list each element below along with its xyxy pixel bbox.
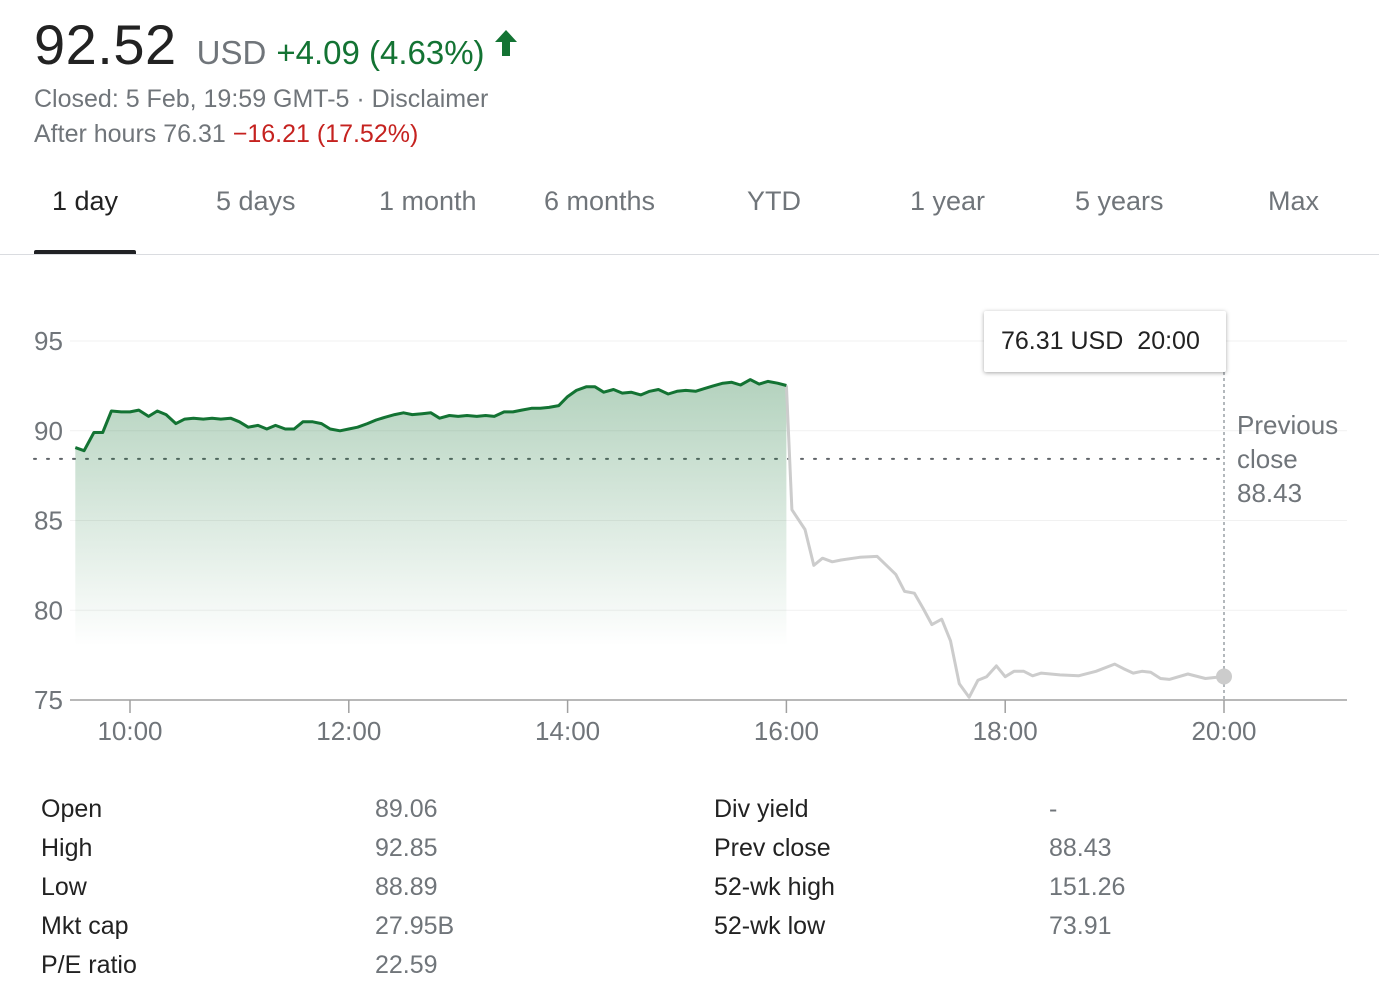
y-tick-label: 95 bbox=[34, 326, 63, 356]
previous-close-label-2: close bbox=[1237, 444, 1298, 474]
stat-row-52wk-high: 52-wk high 151.26 bbox=[714, 868, 1174, 907]
x-tick-label: 10:00 bbox=[97, 716, 162, 746]
chart-tooltip: 76.31 USD 20:00 bbox=[984, 311, 1226, 372]
tab-1-day[interactable]: 1 day bbox=[52, 186, 119, 216]
chart-series bbox=[74, 372, 1232, 700]
quote-header: 92.52 USD +4.09 (4.63%) Closed: 5 Feb, 1… bbox=[34, 12, 519, 149]
stat-row-div-yield: Div yield - bbox=[714, 790, 1174, 829]
y-tick-label: 85 bbox=[34, 506, 63, 536]
currency-label: USD bbox=[196, 34, 267, 71]
stat-row-pe-ratio: P/E ratio 22.59 bbox=[41, 946, 501, 985]
after-hours-row: After hours 76.31 −16.21 (17.52%) bbox=[34, 120, 519, 149]
stat-value: 27.95B bbox=[375, 912, 455, 940]
separator-dot: · bbox=[349, 85, 372, 113]
range-tabs: 1 day 5 days 1 month 6 months YTD 1 year… bbox=[0, 172, 1379, 255]
regular-session-line bbox=[74, 378, 787, 453]
stat-label: Open bbox=[41, 795, 103, 823]
x-axis: 10:00 12:00 14:00 16:00 18:00 20:00 bbox=[70, 699, 1347, 746]
stat-value: - bbox=[1049, 795, 1058, 823]
y-tick-label: 90 bbox=[34, 416, 63, 446]
x-tick-label: 20:00 bbox=[1191, 716, 1256, 746]
stat-label: Prev close bbox=[714, 834, 831, 862]
stat-value: 73.91 bbox=[1049, 912, 1112, 940]
x-tick-label: 14:00 bbox=[535, 716, 600, 746]
previous-close-label: Previous bbox=[1237, 410, 1338, 440]
stat-value: 89.06 bbox=[375, 795, 438, 823]
stat-row-high: High 92.85 bbox=[41, 829, 501, 868]
after-hours-line bbox=[784, 385, 1225, 699]
price-chart[interactable]: 95 90 85 80 75 10:00 12:00 14:00 16:00 18:00 20:0… bbox=[0, 290, 1379, 760]
stat-row-open: Open 89.06 bbox=[41, 790, 501, 829]
tab-ytd[interactable]: YTD bbox=[747, 186, 801, 216]
stat-label: 52-wk low bbox=[714, 912, 826, 940]
stats-right: Div yield - Prev close 88.43 52-wk high 151… bbox=[714, 790, 1174, 946]
previous-close-value: 88.43 bbox=[1237, 478, 1302, 508]
tab-1-month[interactable]: 1 month bbox=[379, 186, 477, 216]
stat-value: 92.85 bbox=[375, 834, 438, 862]
tab-6-months[interactable]: 6 months bbox=[544, 186, 656, 216]
stat-label: 52-wk high bbox=[714, 873, 835, 901]
x-tick-label: 12:00 bbox=[316, 716, 381, 746]
active-tab-indicator bbox=[34, 250, 136, 254]
price-change: +4.09 (4.63%) bbox=[276, 34, 485, 71]
market-status: Closed: 5 Feb, 19:59 GMT-5 · Disclaimer bbox=[34, 85, 519, 114]
hover-point bbox=[1216, 668, 1232, 685]
stat-value: 22.59 bbox=[375, 951, 438, 979]
price-row: 92.52 USD +4.09 (4.63%) bbox=[34, 12, 519, 77]
tooltip-time: 20:00 bbox=[1137, 327, 1200, 355]
stat-row-52wk-low: 52-wk low 73.91 bbox=[714, 907, 1174, 946]
y-axis-labels: 95 90 85 80 75 bbox=[34, 326, 63, 715]
stat-row-prev-close: Prev close 88.43 bbox=[714, 829, 1174, 868]
current-price: 92.52 bbox=[34, 13, 177, 76]
stat-value: 151.26 bbox=[1049, 873, 1126, 901]
disclaimer-link[interactable]: Disclaimer bbox=[371, 85, 489, 113]
tab-5-days[interactable]: 5 days bbox=[216, 186, 296, 216]
y-tick-label: 80 bbox=[34, 595, 63, 625]
stat-row-mkt-cap: Mkt cap 27.95B bbox=[41, 907, 501, 946]
stat-row-low: Low 88.89 bbox=[41, 868, 501, 907]
stat-label: P/E ratio bbox=[41, 951, 137, 979]
tab-1-year[interactable]: 1 year bbox=[910, 186, 986, 216]
regular-session-area bbox=[75, 379, 787, 647]
x-tick-label: 16:00 bbox=[754, 716, 819, 746]
close-status-text: Closed: 5 Feb, 19:59 GMT-5 bbox=[34, 85, 350, 113]
x-tick-label: 18:00 bbox=[973, 716, 1038, 746]
arrow-up-icon bbox=[494, 29, 517, 56]
stat-label: Div yield bbox=[714, 795, 809, 823]
chart-overlay: Previous close 88.43 bbox=[1237, 410, 1338, 508]
y-tick-label: 75 bbox=[34, 685, 63, 715]
stat-value: 88.43 bbox=[1049, 834, 1112, 862]
stats-left: Open 89.06 High 92.85 Low 88.89 Mkt cap 27.9… bbox=[41, 790, 501, 985]
stat-label: Low bbox=[41, 873, 87, 901]
stat-label: High bbox=[41, 834, 93, 862]
tab-max[interactable]: Max bbox=[1268, 186, 1320, 216]
after-hours-price: After hours 76.31 bbox=[34, 120, 226, 148]
after-hours-change: −16.21 (17.52%) bbox=[232, 120, 419, 148]
tooltip-price: 76.31 USD bbox=[1001, 327, 1124, 355]
stat-label: Mkt cap bbox=[41, 912, 129, 940]
tab-5-years[interactable]: 5 years bbox=[1075, 186, 1164, 216]
stat-value: 88.89 bbox=[375, 873, 438, 901]
